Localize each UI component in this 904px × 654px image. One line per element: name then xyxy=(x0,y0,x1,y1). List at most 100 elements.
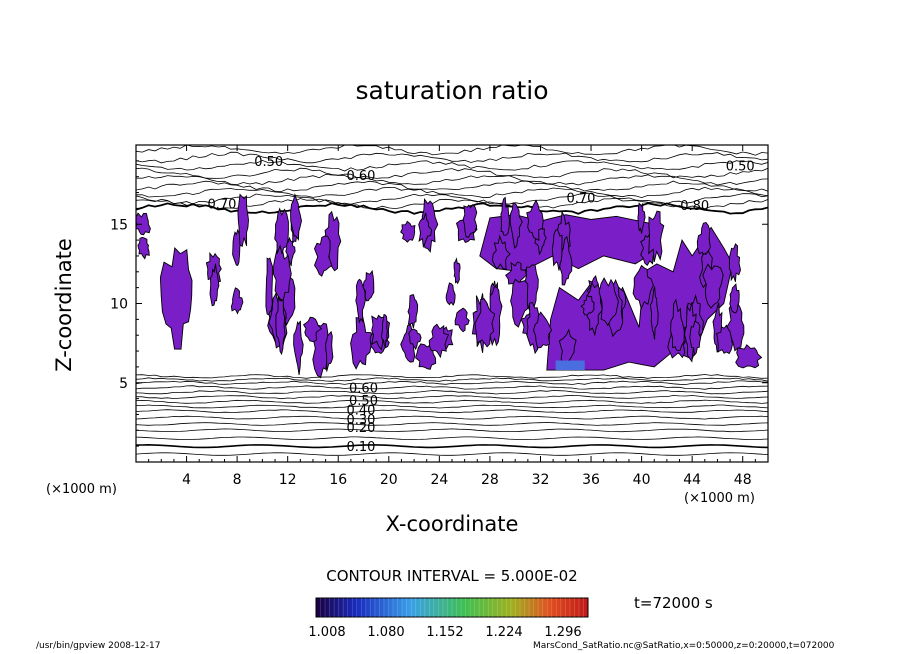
contour-line xyxy=(136,377,768,382)
contour-line xyxy=(136,374,768,379)
contour-line xyxy=(136,409,768,414)
contour-line xyxy=(136,380,768,385)
contour-label: 0.60 xyxy=(349,382,378,397)
contour-label: 0.60 xyxy=(347,169,376,184)
colorbar: 1.008 1.080 1.152 1.224 1.296 xyxy=(308,597,589,640)
contour-label: 0.70 xyxy=(566,191,595,206)
y-axis: 5 10 15 xyxy=(110,160,768,447)
saturation-patch xyxy=(325,330,334,372)
x-unit-left: (×1000 m) xyxy=(46,482,117,497)
saturation-patch xyxy=(558,328,577,368)
contour-line xyxy=(136,452,768,456)
colorbar-tick-label: 1.296 xyxy=(544,625,581,640)
saturation-patch xyxy=(729,283,740,314)
x-tick-label: 44 xyxy=(683,472,701,488)
saturation-patch xyxy=(400,220,416,243)
saturation-patch xyxy=(649,286,659,340)
contour-line xyxy=(136,436,768,441)
saturation-patch xyxy=(580,294,595,316)
chart-title: saturation ratio xyxy=(355,76,549,105)
colorbar-tick-label: 1.008 xyxy=(308,625,345,640)
saturation-patch xyxy=(735,344,763,369)
contour-label: 0.70 xyxy=(207,198,236,213)
x-unit-right: (×1000 m) xyxy=(684,491,755,506)
y-tick-label: 5 xyxy=(119,376,128,392)
contour-interval-text: CONTOUR INTERVAL = 5.000E-02 xyxy=(326,567,578,585)
saturation-patch xyxy=(137,236,150,260)
x-tick-label: 28 xyxy=(481,472,499,488)
saturation-patch xyxy=(727,302,745,352)
saturation-patch xyxy=(302,316,323,343)
footer-source: MarsCond_SatRatio.nc@SatRatio,x=0:50000,… xyxy=(533,641,835,651)
contour-line xyxy=(136,404,768,409)
colorbar-tick-label: 1.080 xyxy=(367,625,404,640)
colorbar-ticks: 1.008 1.080 1.152 1.224 1.296 xyxy=(308,625,581,640)
contour-label: 0.50 xyxy=(254,155,283,170)
contour-labels: 0.500.600.70 0.700.500.800.600.500.400.30… xyxy=(207,155,754,455)
contour-line xyxy=(136,443,768,449)
saturation-patch xyxy=(670,298,685,351)
saturation-patch xyxy=(728,243,741,283)
saturation-patch xyxy=(491,234,511,271)
contour-line xyxy=(136,422,768,426)
saturation-patch xyxy=(632,264,654,311)
x-tick-label: 36 xyxy=(582,472,600,488)
y-axis-label: Z-coordinate xyxy=(52,238,76,372)
contour-line xyxy=(136,167,768,179)
x-tick-label: 24 xyxy=(430,472,448,488)
x-tick-label: 8 xyxy=(233,472,242,488)
saturation-patch xyxy=(312,322,331,379)
contour-line xyxy=(136,390,768,395)
saturation-patch xyxy=(350,316,373,370)
saturation-patch xyxy=(533,311,553,349)
x-tick-label: 12 xyxy=(279,472,297,488)
contour-line xyxy=(136,145,768,156)
saturation-patch xyxy=(637,202,646,234)
contour-line xyxy=(136,428,768,433)
contour-line xyxy=(136,415,768,420)
saturation-patch xyxy=(716,324,733,355)
contour-line xyxy=(136,159,768,172)
x-tick-label: 16 xyxy=(329,472,347,488)
colorbar-gradient xyxy=(315,597,589,618)
contour-line xyxy=(136,173,768,186)
saturation-patch xyxy=(407,294,419,329)
saturation-patch xyxy=(689,320,702,357)
saturation-patch xyxy=(381,313,388,348)
y-tick-label: 10 xyxy=(110,297,128,313)
saturation-patch xyxy=(230,287,244,315)
saturation-patch xyxy=(526,199,544,242)
saturation-patch xyxy=(313,235,333,277)
contour-line xyxy=(136,399,768,404)
contour-label: 0.50 xyxy=(349,394,378,409)
saturation-patch xyxy=(362,269,375,302)
saturation-patch xyxy=(355,278,366,324)
light-saturation-pocket xyxy=(555,360,585,371)
saturation-patch xyxy=(275,295,286,356)
saturation-patch xyxy=(272,246,292,302)
saturation-patch xyxy=(418,212,433,249)
contour-label: 0.30 xyxy=(347,413,376,428)
saturation-patch xyxy=(445,282,456,306)
colorbar-stripes xyxy=(320,598,584,617)
saturation-patch xyxy=(462,204,478,238)
contour-line xyxy=(136,385,768,390)
saturation-patch xyxy=(159,247,193,350)
x-tick-label: 40 xyxy=(633,472,651,488)
supersaturation-fill xyxy=(136,192,763,379)
saturation-patch xyxy=(428,323,450,359)
contour-label: 0.20 xyxy=(347,421,376,436)
x-axis: 4 8 12 16 20 24 28 32 36 40 44 48 xyxy=(148,145,756,488)
saturation-patch xyxy=(702,263,724,309)
saturation-patch xyxy=(293,320,304,376)
footer-command: /usr/bin/gpview 2008-12-17 xyxy=(36,641,161,651)
saturation-patch xyxy=(453,257,461,285)
contour-line xyxy=(136,151,768,164)
saturation-patch xyxy=(265,257,273,316)
x-tick-label: 20 xyxy=(380,472,398,488)
x-tick-label: 4 xyxy=(182,472,191,488)
x-tick-label: 48 xyxy=(734,472,752,488)
saturation-patch xyxy=(500,196,510,236)
saturation-patch xyxy=(551,228,563,271)
